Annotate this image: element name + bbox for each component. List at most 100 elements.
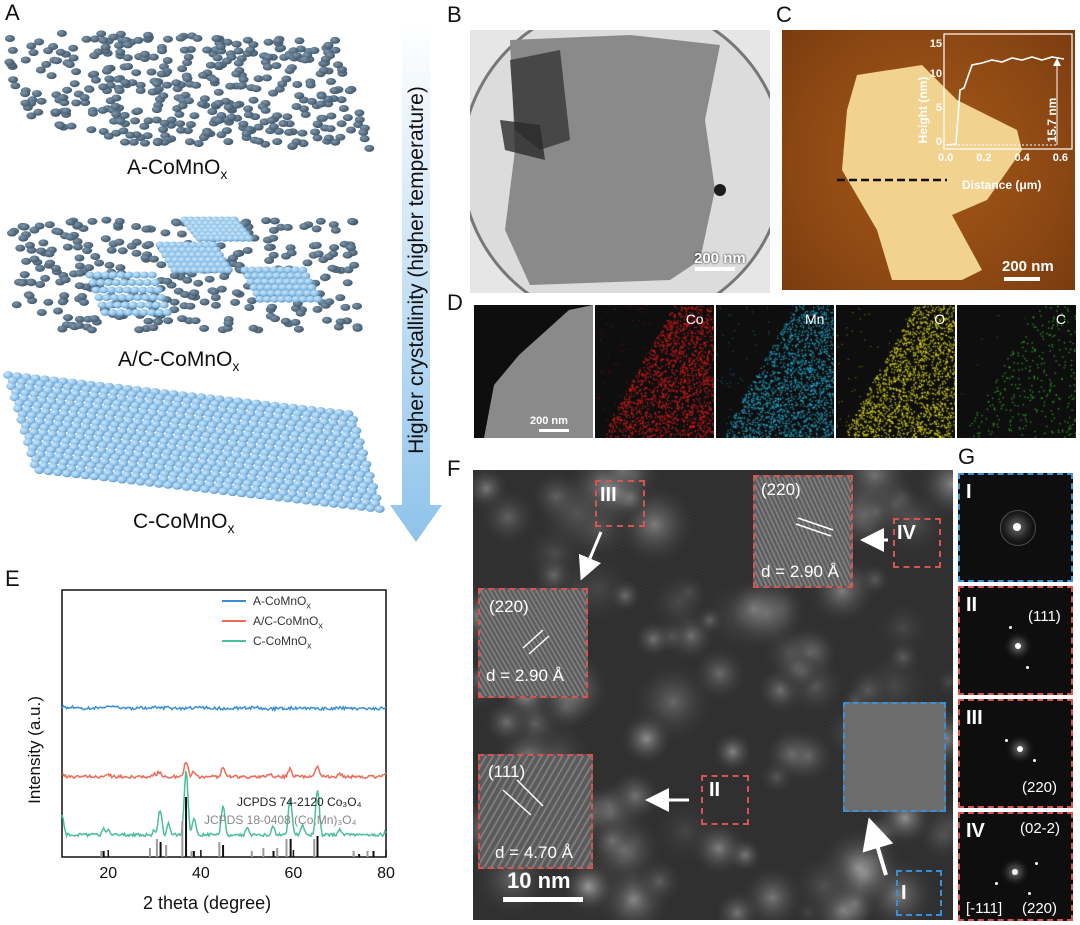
afm-image: 15 10 5 0 0.0 0.2 0.4 0.6 Distance (μm) …: [782, 30, 1075, 290]
crystallinity-arrow: [390, 25, 442, 542]
fft-iii-plane: (220): [1022, 779, 1058, 796]
eds-label-co: Co: [685, 311, 704, 327]
fft-ii-plane: (111): [1028, 608, 1061, 625]
xrd-ref1-label: JCPDS 74-2120 Co₃O₄: [237, 795, 362, 809]
fft-ii: II (111): [958, 586, 1073, 695]
xrd-ylabel: Intensity (a.u.): [25, 696, 44, 804]
scalebar-f-label: 10 nm: [507, 868, 571, 893]
xrd-xtick-label: 60: [285, 865, 303, 882]
scalebar-f: [503, 897, 583, 902]
afm-inset-xtick: 0.0: [938, 152, 954, 164]
xrd-series: [61, 704, 387, 839]
fft-iv-plane-1: (02-2): [1020, 820, 1061, 837]
afm-inset-ytick-0: 0: [935, 136, 942, 148]
scalebar-b-label: 200 nm: [694, 250, 746, 267]
inset-iii-spacing: d = 2.90 Å: [486, 666, 564, 685]
afm-inset-ytick-5: 5: [935, 102, 942, 114]
scalebar-b: [695, 267, 735, 271]
zoom-inset-iv: [753, 475, 853, 588]
panel-label-f: F: [447, 456, 461, 481]
inset-iv-spacing: d = 2.90 Å: [761, 562, 839, 581]
afm-inset-ytick-15: 15: [929, 38, 942, 50]
xrd-series-line: [61, 704, 387, 713]
xrd-ref2-label: JCPDS 18-0408 (Co,Mn)₃O₄: [204, 813, 357, 827]
eds-label-o: O: [934, 311, 946, 327]
fft-ii-label: II: [966, 594, 978, 616]
legend-label-c: C-CoMnOx: [253, 634, 312, 651]
region-box-ii: [701, 775, 749, 825]
xrd-xtick-label: 40: [192, 865, 210, 882]
fft-column: I II (111) III (220) IV (02-2) (220) [-1…: [958, 473, 1073, 921]
afm-inset-ylabel: Height (nm): [916, 76, 930, 144]
xrd-series-line: [61, 761, 387, 781]
caption-a-comnox: A-CoMnOx: [127, 156, 228, 183]
inset-ii-plane: (111): [488, 762, 526, 781]
tem-flake: [500, 35, 726, 285]
legend-label-a: A-CoMnOx: [253, 594, 311, 611]
hrtem-arrows: [502, 517, 894, 876]
region-label-iii: III: [600, 484, 617, 506]
fft-iii: III (220): [958, 699, 1073, 808]
inset-iv-plane: (220): [761, 480, 801, 499]
panel-label-a: A: [5, 0, 20, 25]
scalebar-d-label: 200 nm: [530, 415, 568, 427]
eds-map-co: Co: [594, 305, 714, 438]
afm-inset-xticks: 0.0 0.2 0.4 0.6: [938, 152, 1068, 164]
afm-inset-xtick: 0.2: [976, 152, 992, 164]
zoom-inset-i: [843, 702, 946, 812]
scalebar-c: [1004, 277, 1040, 281]
xrd-xtick-label: 20: [99, 865, 117, 882]
eds-maps: 200 nm Co Mn O C: [474, 305, 1076, 438]
region-label-iv: IV: [897, 522, 916, 544]
inset-ii-spacing: d = 4.70 Å: [495, 843, 573, 862]
xrd-legend: [222, 600, 246, 642]
zoom-inset-iii: [478, 588, 588, 698]
xrd-ylabel-wrap: Intensity (a.u.): [20, 650, 50, 850]
caption-c-comnox: C-CoMnOx: [133, 510, 235, 537]
region-label-ii: II: [709, 779, 721, 801]
xrd-series-line: [61, 770, 387, 839]
xrd-xlabel: 2 theta (degree): [143, 893, 272, 913]
afm-inset-xlabel: Distance (μm): [962, 178, 1042, 192]
panel-label-d: D: [447, 290, 463, 315]
afm-inset-xtick: 0.6: [1052, 152, 1068, 164]
amorphous-particles: [4, 29, 375, 152]
arrow-label: Higher crystallinity (higher temperature…: [405, 86, 428, 454]
xrd-reference-bars: [100, 797, 375, 857]
region-box-iii: [595, 480, 645, 527]
region-box-i: [896, 870, 942, 916]
xrd-xtick-label: 80: [377, 865, 395, 882]
eds-map-c: C: [957, 305, 1076, 438]
eds-map-mn: Mn: [715, 305, 835, 438]
panel-label-c: C: [776, 2, 792, 27]
eds-map-o: O: [836, 305, 956, 438]
region-label-i: I: [901, 882, 907, 904]
crystallinity-schematic: [3, 29, 385, 513]
xrd-chart: 20 40 60 80: [61, 589, 395, 882]
fft-iv-plane-2: (220): [1022, 900, 1058, 917]
crystalline-sheet: [3, 371, 385, 513]
hrtem-image: III IV II I (220) d = 2.90 Å (220) d = 2…: [473, 470, 953, 920]
panel-label-g: G: [958, 444, 976, 469]
fft-iv: IV (02-2) (220) [-111]: [958, 812, 1073, 921]
eds-label-c: C: [1055, 311, 1066, 327]
inset-iii-plane: (220): [489, 597, 529, 616]
afm-inset-ylabel-wrap: Height (nm): [913, 77, 933, 144]
xrd-xticks: 20 40 60 80: [99, 850, 395, 882]
caption-ac-comnox: A/C-CoMnOx: [118, 348, 240, 375]
scalebar-d: [539, 429, 569, 432]
fft-i-label: I: [966, 481, 972, 503]
region-box-iv: [893, 518, 941, 568]
arrow-label-wrap: Higher crystallinity (higher temperature…: [392, 40, 442, 500]
tem-image: 200 nm: [470, 30, 770, 293]
eds-sem-image: 200 nm: [474, 305, 593, 438]
fft-iii-label: III: [966, 707, 983, 729]
afm-inset-ytick-10: 10: [929, 68, 942, 80]
panel-label-b: B: [447, 2, 462, 27]
afm-annotation-wrap: 15.7 nm: [1042, 90, 1062, 150]
eds-label-mn: Mn: [804, 311, 825, 327]
zoom-inset-ii: [478, 754, 593, 869]
legend-label-ac: A/C-CoMnOx: [253, 614, 323, 631]
afm-height-inset: [943, 33, 1073, 150]
fft-iv-label: IV: [966, 820, 985, 842]
